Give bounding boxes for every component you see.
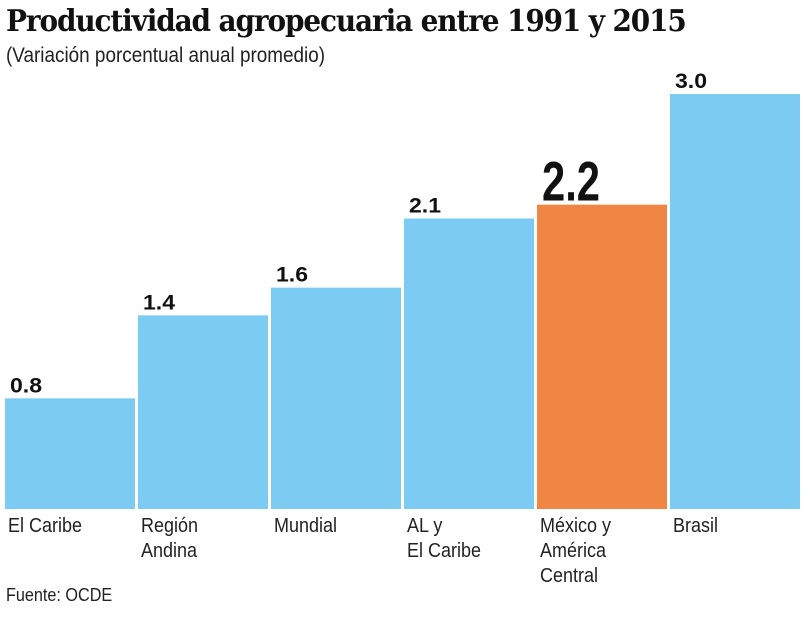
bar-1 [138, 315, 268, 509]
category-label-5: Brasil [673, 515, 718, 537]
category-label-4: México y [540, 515, 611, 537]
category-label-4: América [540, 540, 606, 562]
value-label-3: 2.1 [409, 195, 441, 218]
category-label-1: Andina [141, 540, 197, 562]
category-label-3: AL y [407, 515, 443, 537]
value-label-1: 1.4 [143, 291, 175, 314]
bar-4 [537, 204, 667, 509]
category-label-2: Mundial [274, 515, 337, 537]
bar-3 [404, 218, 534, 509]
chart-subtitle: (Variación porcentual anual promedio) [6, 44, 326, 67]
value-label-4: 2.2 [542, 150, 600, 213]
source-note: Fuente: OCDE [6, 585, 113, 605]
bar-5 [670, 94, 800, 509]
value-label-2: 1.6 [276, 264, 308, 287]
chart-title: Productividad agropecuaria entre 1991 y … [6, 4, 687, 39]
category-label-1: Región [141, 515, 198, 537]
category-label-0: El Caribe [8, 515, 82, 537]
bar-2 [271, 287, 401, 509]
value-label-0: 0.8 [10, 374, 42, 397]
value-label-5: 3.0 [675, 70, 707, 93]
bar-0 [5, 398, 135, 509]
category-label-4: Central [540, 565, 598, 587]
category-label-3: El Caribe [407, 540, 481, 562]
